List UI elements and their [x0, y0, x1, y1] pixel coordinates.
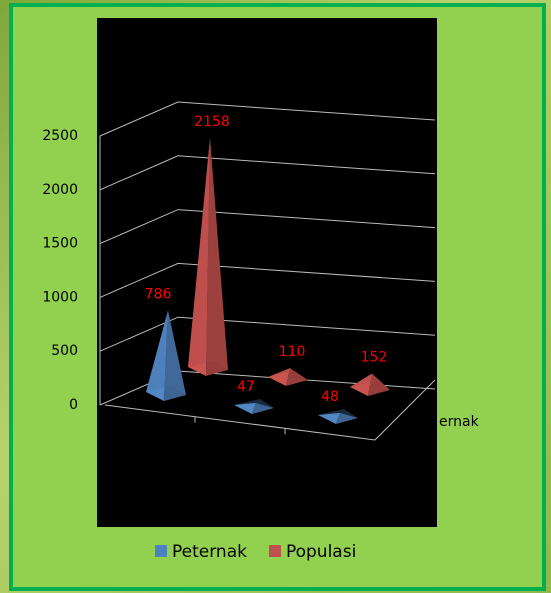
pyramid-left-face — [350, 373, 372, 396]
pyramid — [350, 373, 390, 396]
depth-axis-label: ernak — [439, 414, 480, 430]
pyramid-left-face — [188, 137, 210, 376]
pyramid-right-face — [164, 310, 186, 401]
pyramid — [234, 399, 274, 414]
pyramid — [318, 409, 358, 424]
pyramid-back-face — [268, 368, 308, 380]
grid-line — [99, 209, 436, 245]
grid-line — [99, 316, 436, 352]
legend-swatch — [155, 545, 167, 557]
data-label: 2158 — [194, 114, 230, 130]
pyramid-right-face — [368, 373, 390, 396]
pyramid-right-face — [336, 412, 358, 424]
pyramid-right-face — [206, 137, 228, 376]
legend-label: Peternak — [172, 542, 247, 562]
pyramid — [188, 137, 228, 376]
data-label: 48 — [321, 389, 339, 405]
pyramid-back-face — [188, 137, 228, 370]
pyramid-left-face — [318, 412, 340, 424]
legend-swatch — [268, 545, 281, 557]
grid-line — [99, 101, 436, 137]
pyramid-right-face — [286, 368, 308, 386]
pyramid-left-face — [146, 310, 168, 401]
pyramid — [146, 310, 186, 401]
data-label: 110 — [279, 344, 306, 360]
plot-area — [97, 18, 437, 527]
pyramid — [268, 368, 308, 386]
grid-line — [99, 262, 436, 298]
pyramid-left-face — [234, 402, 256, 414]
data-label: 786 — [145, 286, 172, 302]
legend-label: Populasi — [286, 542, 356, 562]
y-tick-label: 500 — [51, 343, 78, 359]
pyramid-back-face — [234, 399, 274, 408]
y-tick-label: 2500 — [42, 128, 78, 144]
y-tick-label: 2000 — [42, 182, 78, 198]
grid-line — [99, 155, 436, 191]
data-label: 152 — [361, 350, 388, 366]
pyramid-back-face — [146, 310, 186, 395]
pyramid-right-face — [252, 402, 274, 414]
pyramid-left-face — [268, 368, 290, 386]
pyramid-back-face — [318, 409, 358, 418]
y-tick-label: 1000 — [42, 289, 78, 305]
pyramid-back-face — [350, 373, 390, 390]
y-tick-label: 0 — [69, 397, 78, 413]
data-label: 47 — [237, 379, 255, 395]
y-tick-label: 1500 — [42, 236, 78, 252]
